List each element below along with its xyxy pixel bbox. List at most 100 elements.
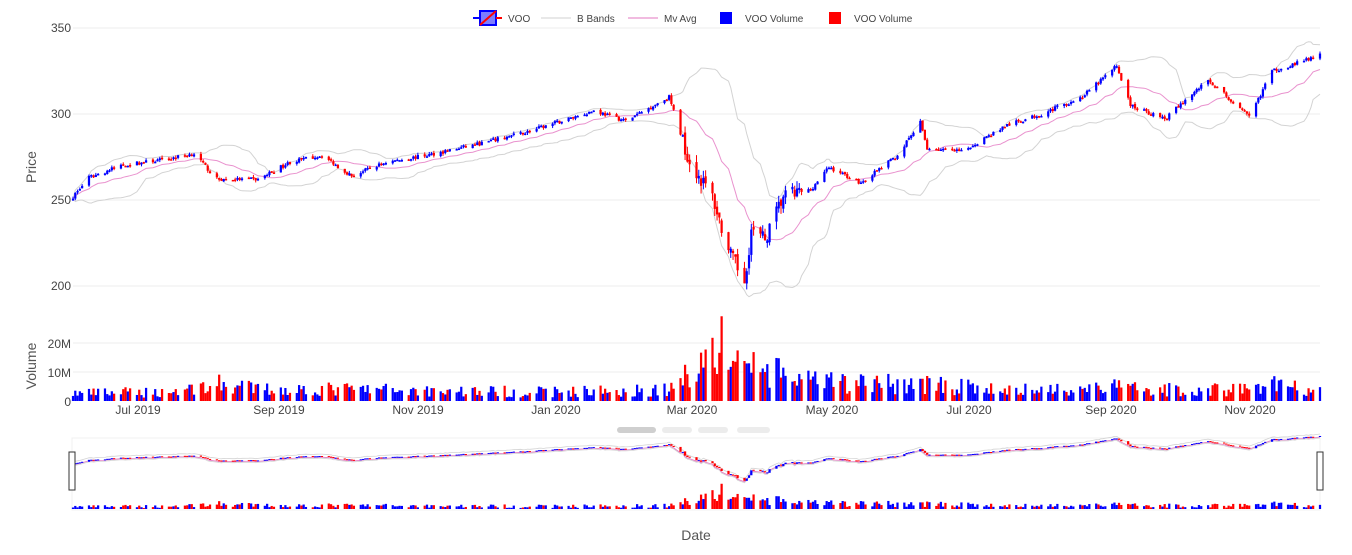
candle-body [526,130,529,134]
modebar-button[interactable] [737,427,770,433]
slider-volume-bar [1152,507,1155,509]
candle-body [106,170,109,175]
modebar-button[interactable] [662,427,692,433]
legend-item-bbands[interactable]: B Bands [541,14,615,25]
slider-volume-bar [174,505,177,509]
slider-candle [112,458,116,460]
slider-candle [672,445,675,447]
slider-volume-bar [935,505,938,509]
slider-volume-bar [412,505,415,509]
candle-body [942,148,945,151]
slider-candle [204,457,207,459]
slider-volume-bar [544,505,547,509]
candle-body [608,113,611,115]
slider-volume-bar [170,506,173,509]
slider-candle [366,458,369,460]
volume-bar [266,383,269,401]
slider-volume-bar [638,506,641,509]
volume-bar [272,393,276,401]
candle-body [528,130,531,133]
volume-bar [544,388,547,401]
candle-body [1149,114,1153,116]
candle-body [983,137,986,145]
price-tick-label: 250 [51,193,71,207]
slider-volume-bar [745,497,748,509]
slider-volume-bar [407,507,410,509]
candle-body [1309,57,1312,61]
slider-candle [990,452,993,454]
volume-bar [800,379,803,401]
slider-volume-bar [400,505,403,509]
volume-bar [535,393,538,401]
volume-bar [270,390,273,401]
legend-item-voo[interactable]: VOO [473,10,530,26]
volume-bar [526,395,529,401]
volume-bar [679,378,682,401]
slider-candle [1049,446,1052,448]
legend-item-volume-down[interactable]: VOO Volume [829,12,913,25]
slider-candle [268,459,271,461]
volume-bar [1133,382,1137,401]
range-slider-track[interactable] [71,437,1321,511]
slider-volume-bar [1209,507,1212,509]
volume-bar [750,372,753,401]
slider-volume-bar [624,506,627,509]
lower-band-line [72,93,1321,298]
slider-candle [1181,445,1185,447]
legend[interactable]: VOO B Bands Mv Avg VOO Volume VOO Volume [473,10,913,26]
slider-volume-bar [206,506,209,509]
slider-candle [1309,436,1312,438]
slider-volume-bar [1147,505,1150,509]
volume-bar [263,390,266,401]
slider-volume-bar [496,507,499,509]
slider-volume-bar [202,503,205,509]
volume-bar [471,387,474,401]
slider-candle [359,459,362,461]
slider-candle [1222,442,1226,444]
volume-bar [768,387,771,401]
slider-volume-bar [1049,504,1052,509]
candle-body [1181,102,1185,105]
slider-candle [816,460,819,462]
candle-body [446,150,449,152]
slider-candle [266,459,269,461]
volume-bar [158,397,161,401]
slider-candle [471,453,474,455]
slider-volume-bar [432,505,435,509]
modebar-button[interactable] [617,427,656,433]
slider-volume-bar [1184,507,1187,509]
slider-volume-bar [1063,505,1066,509]
modebar[interactable] [617,427,770,433]
modebar-button[interactable] [698,427,728,433]
candle-body [71,198,75,201]
candle-body [939,149,942,152]
legend-item-mvavg[interactable]: Mv Avg [628,14,697,25]
slider-volume-bar [112,506,116,509]
candle-body [1115,66,1118,68]
volume-bar [572,386,575,401]
range-slider[interactable] [68,433,1324,511]
candle-body [318,156,321,159]
volume-bar [576,397,579,401]
range-slider-right-handle[interactable] [1316,451,1324,491]
volume-bar [521,396,525,401]
slider-candle [1261,442,1265,445]
slider-candle [967,454,970,456]
slider-candle [679,446,682,452]
slider-volume-bar [1053,506,1057,509]
candle-body [855,178,858,181]
slider-volume-bar [862,501,865,509]
date-tick-label: Jul 2020 [946,403,992,417]
candle-body [731,250,735,254]
slider-candle [862,460,865,462]
legend-item-volume-up[interactable]: VOO Volume [720,12,804,25]
range-slider-left-handle[interactable] [68,451,76,491]
volume-bar [1200,391,1203,401]
candle-body [1035,116,1038,118]
slider-volume-bar [1099,505,1102,509]
candle-body [268,171,271,176]
slider-candle [492,452,495,454]
slider-volume-bar [1079,504,1082,509]
candle-body [220,179,223,181]
candle-body [825,168,828,172]
